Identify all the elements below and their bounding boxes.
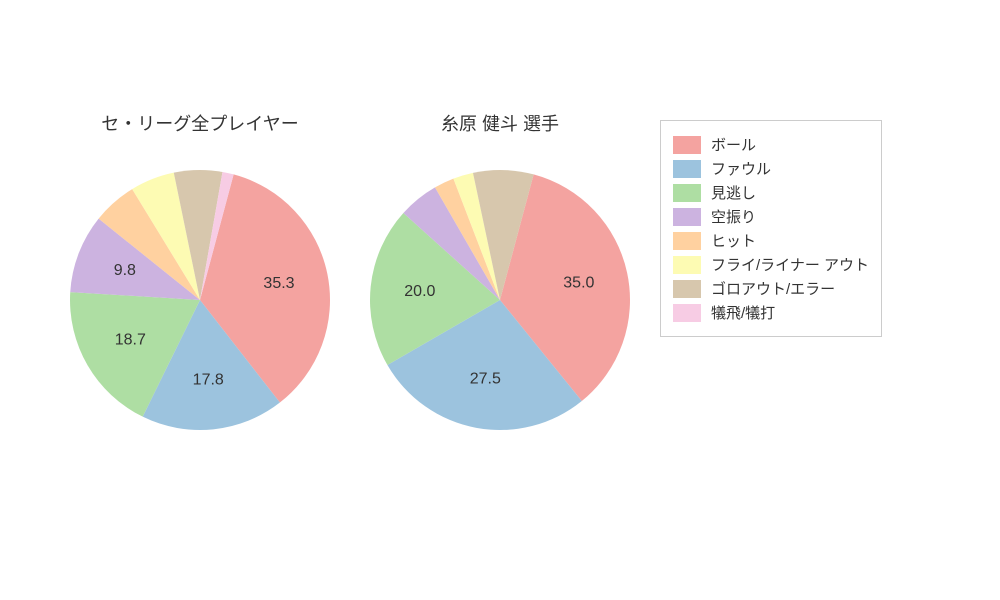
- legend-label-swing: 空振り: [711, 206, 756, 227]
- legend-label-fly: フライ/ライナー アウト: [711, 254, 869, 275]
- legend-swatch-foul: [673, 160, 701, 178]
- legend-label-foul: ファウル: [711, 158, 771, 179]
- legend-item-fly: フライ/ライナー アウト: [673, 254, 869, 275]
- chart-container: セ・リーグ全プレイヤー 糸原 健斗 選手 35.3 17.8 18.7 9.8 35.…: [0, 0, 1000, 600]
- pie-label-looking: 18.7: [115, 332, 146, 349]
- legend-label-ground: ゴロアウト/エラー: [711, 278, 835, 299]
- legend-item-ball: ボール: [673, 134, 869, 155]
- legend-item-looking: 見逃し: [673, 182, 869, 203]
- legend: ボールファウル見逃し空振りヒットフライ/ライナー アウトゴロアウト/エラー犠飛/…: [660, 120, 882, 337]
- chart-title-league: セ・リーグ全プレイヤー: [60, 110, 340, 136]
- legend-label-hit: ヒット: [711, 230, 756, 251]
- legend-item-swing: 空振り: [673, 206, 869, 227]
- pie-label-foul: 17.8: [193, 371, 224, 388]
- pie-chart-player: 35.0 27.5 20.0: [368, 168, 632, 432]
- pie-label-swing: 9.8: [114, 262, 136, 279]
- legend-swatch-sac: [673, 304, 701, 322]
- legend-item-hit: ヒット: [673, 230, 869, 251]
- legend-swatch-ground: [673, 280, 701, 298]
- pie-label-ball: 35.3: [263, 275, 294, 292]
- legend-label-sac: 犠飛/犠打: [711, 302, 775, 323]
- pie-label-foul: 27.5: [470, 370, 501, 387]
- legend-item-ground: ゴロアウト/エラー: [673, 278, 869, 299]
- legend-item-sac: 犠飛/犠打: [673, 302, 869, 323]
- chart-title-player: 糸原 健斗 選手: [360, 110, 640, 136]
- legend-swatch-looking: [673, 184, 701, 202]
- legend-swatch-fly: [673, 256, 701, 274]
- legend-swatch-hit: [673, 232, 701, 250]
- pie-label-looking: 20.0: [404, 283, 435, 300]
- legend-label-looking: 見逃し: [711, 182, 756, 203]
- legend-swatch-ball: [673, 136, 701, 154]
- legend-swatch-swing: [673, 208, 701, 226]
- legend-item-foul: ファウル: [673, 158, 869, 179]
- pie-label-ball: 35.0: [563, 274, 594, 291]
- pie-chart-league: 35.3 17.8 18.7 9.8: [68, 168, 332, 432]
- legend-label-ball: ボール: [711, 134, 756, 155]
